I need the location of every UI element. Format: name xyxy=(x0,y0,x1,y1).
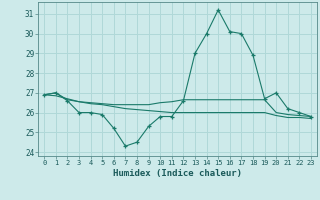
X-axis label: Humidex (Indice chaleur): Humidex (Indice chaleur) xyxy=(113,169,242,178)
